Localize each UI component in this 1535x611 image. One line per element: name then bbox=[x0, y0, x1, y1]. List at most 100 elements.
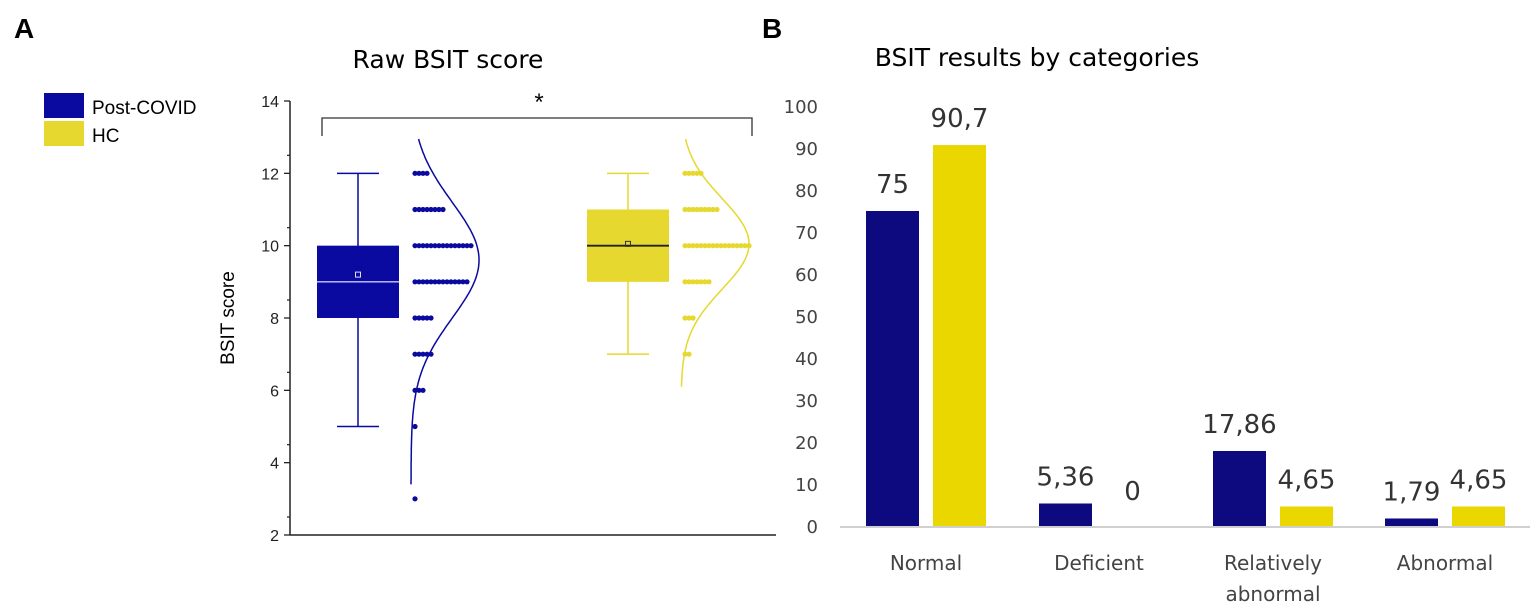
data-point bbox=[416, 279, 422, 285]
data-point bbox=[686, 279, 692, 285]
data-point bbox=[440, 206, 446, 213]
data-point bbox=[428, 206, 434, 213]
y-tick-label-a: 10 bbox=[261, 239, 279, 256]
data-point bbox=[444, 243, 450, 249]
data-point bbox=[432, 206, 438, 213]
group-post-covid bbox=[317, 138, 480, 502]
data-label: 90,7 bbox=[931, 104, 989, 134]
y-tick-label-b: 60 bbox=[795, 265, 818, 286]
data-point bbox=[432, 243, 438, 249]
data-label: 0 bbox=[1124, 477, 1141, 507]
chart-a-title: Raw BSIT score bbox=[353, 45, 544, 74]
x-tick-label-b: Abnormal bbox=[1397, 551, 1493, 575]
y-tick-label-a: 4 bbox=[270, 456, 279, 473]
data-point bbox=[682, 279, 688, 285]
data-point bbox=[686, 243, 692, 249]
distribution-curve bbox=[410, 138, 480, 485]
data-point bbox=[694, 170, 700, 176]
panel-label-b: B bbox=[762, 13, 782, 44]
mean-marker bbox=[355, 271, 361, 278]
data-point bbox=[682, 170, 688, 176]
legend-swatch-post-covid bbox=[44, 93, 84, 118]
data-point bbox=[738, 243, 744, 249]
data-point bbox=[464, 243, 470, 249]
panel-label-a: A bbox=[14, 13, 34, 44]
category-normal: 75 90,7 Normal bbox=[866, 104, 988, 575]
data-point bbox=[694, 206, 700, 213]
y-tick-label-b: 80 bbox=[795, 181, 818, 202]
data-point bbox=[734, 243, 740, 249]
data-point bbox=[420, 315, 426, 321]
data-point bbox=[416, 351, 422, 357]
data-label: 4,65 bbox=[1450, 465, 1508, 495]
data-point bbox=[424, 315, 430, 321]
data-point bbox=[412, 423, 418, 430]
legend-label-hc: HC bbox=[92, 126, 119, 147]
data-point bbox=[412, 496, 418, 502]
data-point bbox=[690, 279, 696, 285]
chart-b-title: BSIT results by categories bbox=[875, 43, 1200, 72]
data-point bbox=[698, 279, 704, 285]
bar-hc bbox=[933, 145, 986, 526]
x-tick-label-b: Normal bbox=[890, 551, 962, 575]
data-label: 75 bbox=[876, 170, 909, 200]
data-point bbox=[706, 243, 712, 249]
data-point bbox=[420, 387, 426, 393]
data-point bbox=[686, 351, 692, 357]
data-point bbox=[452, 243, 458, 249]
y-tick-label-a: 14 bbox=[261, 94, 279, 111]
data-point bbox=[416, 387, 422, 393]
y-tick-label-b: 100 bbox=[784, 97, 818, 118]
data-point bbox=[444, 279, 450, 285]
data-point bbox=[416, 170, 422, 176]
data-point bbox=[686, 315, 692, 321]
data-label: 5,36 bbox=[1037, 462, 1095, 492]
data-point bbox=[690, 170, 696, 176]
data-point bbox=[424, 279, 430, 285]
data-point bbox=[432, 279, 438, 285]
data-point bbox=[424, 170, 430, 176]
data-point bbox=[706, 206, 712, 213]
bar-hc bbox=[1452, 506, 1505, 526]
data-point bbox=[714, 206, 720, 213]
data-point bbox=[456, 279, 462, 285]
y-tick-label-b: 70 bbox=[795, 223, 818, 244]
data-point bbox=[686, 170, 692, 176]
data-point bbox=[420, 170, 426, 176]
data-point bbox=[420, 279, 426, 285]
data-point bbox=[694, 243, 700, 249]
data-point bbox=[686, 206, 692, 213]
data-point bbox=[428, 243, 434, 249]
bar-hc bbox=[1280, 506, 1333, 526]
y-tick-label-a: 6 bbox=[270, 383, 279, 400]
data-point bbox=[448, 243, 454, 249]
data-point bbox=[412, 351, 418, 357]
y-tick-label-b: 20 bbox=[795, 433, 818, 454]
data-point bbox=[448, 279, 454, 285]
y-tick-label-b: 0 bbox=[807, 517, 818, 538]
data-label: 1,79 bbox=[1383, 477, 1441, 507]
data-point bbox=[682, 243, 688, 249]
data-point bbox=[416, 315, 422, 321]
data-point bbox=[440, 243, 446, 249]
x-tick-label-b: Relatively bbox=[1224, 551, 1322, 575]
data-point bbox=[440, 279, 446, 285]
distribution-curve bbox=[680, 138, 750, 387]
mean-marker bbox=[625, 240, 631, 247]
data-point bbox=[702, 206, 708, 213]
data-point bbox=[714, 243, 720, 249]
data-point bbox=[730, 243, 736, 249]
y-tick-label-a: 8 bbox=[270, 311, 279, 328]
data-point bbox=[452, 279, 458, 285]
data-point bbox=[710, 243, 716, 249]
data-point bbox=[468, 243, 474, 249]
bar-post-covid bbox=[1039, 503, 1092, 526]
legend-swatch-hc bbox=[44, 121, 84, 146]
data-point bbox=[428, 279, 434, 285]
bar-post-covid bbox=[866, 211, 919, 526]
data-point bbox=[436, 279, 442, 285]
significance-marker: * bbox=[534, 89, 543, 116]
y-tick-label-b: 90 bbox=[795, 139, 818, 160]
legend-label-post-covid: Post-COVID bbox=[92, 98, 197, 119]
